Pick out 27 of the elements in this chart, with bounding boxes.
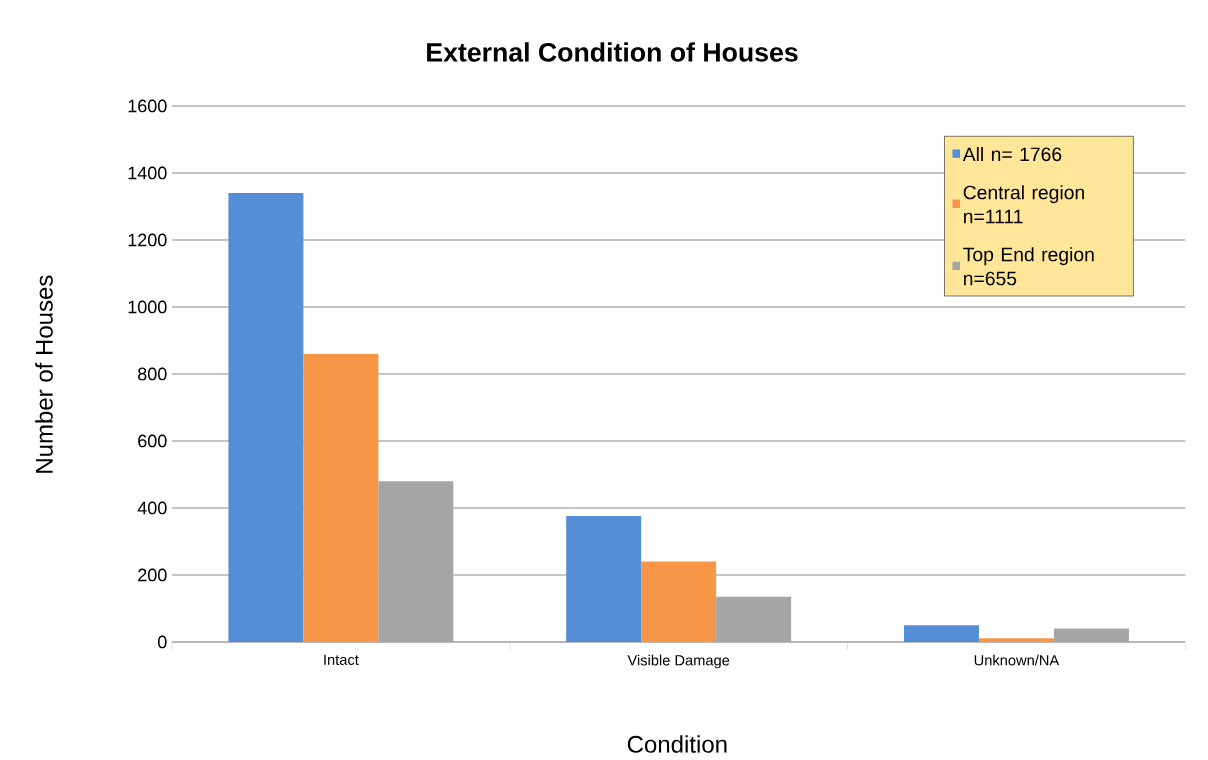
bar: [716, 596, 792, 642]
y-tick-label: 200: [138, 568, 167, 582]
y-tick-label: 1200: [128, 233, 167, 247]
y-axis-title: Number of Houses: [35, 275, 53, 473]
x-tick-label: Unknown/NA: [974, 654, 1060, 666]
y-tick-label: 0: [158, 635, 167, 649]
y-tick-label: 1400: [128, 166, 167, 180]
bar: [303, 353, 379, 642]
x-tick-label: Visible Damage: [627, 654, 730, 669]
y-tick-label: 800: [138, 367, 167, 381]
x-tick-label: Intact: [324, 654, 359, 665]
y-tick-label: 1600: [128, 99, 167, 113]
legend-label: Central region n=1111: [963, 185, 1084, 224]
legend-label: Top End region n=655: [963, 247, 1094, 286]
bar: [566, 516, 642, 642]
bar: [903, 625, 979, 642]
legend-label: All n= 1766: [962, 146, 1062, 162]
y-tick-label: 600: [138, 434, 167, 448]
chart-title: External Condition of Houses: [427, 42, 798, 62]
y-tick-label: 400: [137, 501, 167, 515]
bar: [228, 193, 304, 642]
y-tick-label: 1000: [128, 300, 167, 314]
bar: [978, 638, 1054, 642]
bar: [1053, 628, 1129, 642]
bar: [378, 481, 454, 642]
x-axis-title: Condition: [627, 735, 727, 753]
bar: [641, 561, 717, 642]
